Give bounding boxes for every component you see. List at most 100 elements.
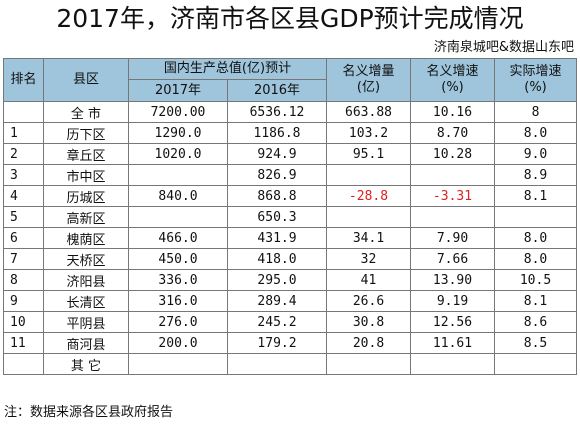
gdp-2016-cell: 245.2 <box>227 311 327 333</box>
table-row: 4 历城区 840.0 868.8 -28.8 -3.31 8.1 <box>3 185 577 207</box>
total-gdp-2017: 7200.00 <box>128 101 228 123</box>
nominal-increase-cell: 20.8 <box>326 332 411 354</box>
gdp-2016-cell: 924.9 <box>227 143 327 165</box>
real-rate-cell: 8.9 <box>494 164 577 186</box>
gdp-2017-cell: 276.0 <box>128 311 228 333</box>
footnote: 注：数据来源各区县政府报告 <box>4 405 174 420</box>
header-gdp-group: 国内生产总值(亿)预计 <box>128 58 327 80</box>
gdp-2016-cell: 418.0 <box>227 248 327 270</box>
header-rank: 排名 <box>3 58 44 102</box>
rank-cell: 4 <box>3 185 44 207</box>
district-cell: 商河县 <box>43 332 129 354</box>
nominal-rate-cell: -3.31 <box>410 185 495 207</box>
real-rate-cell: 8.0 <box>494 248 577 270</box>
real-rate-cell: 8.5 <box>494 332 577 354</box>
total-row: 全 市 7200.00 6536.12 663.88 10.16 8 <box>3 101 577 123</box>
nominal-increase-cell: 95.1 <box>326 143 411 165</box>
rank-cell: 2 <box>3 143 44 165</box>
rank-cell: 11 <box>3 332 44 354</box>
table-row: 9 长清区 316.0 289.4 26.6 9.19 8.1 <box>3 290 577 312</box>
rank-cell: 9 <box>3 290 44 312</box>
rank-cell: 6 <box>3 227 44 249</box>
district-cell: 章丘区 <box>43 143 129 165</box>
rank-cell: 7 <box>3 248 44 270</box>
empty-cell <box>3 353 44 375</box>
gdp-2017-cell: 200.0 <box>128 332 228 354</box>
gdp-2016-cell: 868.8 <box>227 185 327 207</box>
gdp-2017-cell: 840.0 <box>128 185 228 207</box>
district-cell: 槐荫区 <box>43 227 129 249</box>
gdp-2017-cell <box>128 164 228 186</box>
total-nominal-rate: 10.16 <box>410 101 495 123</box>
source-credit: 济南泉城吧&数据山东吧 <box>433 40 574 55</box>
gdp-2016-cell: 295.0 <box>227 269 327 291</box>
table-row: 11 商河县 200.0 179.2 20.8 11.61 8.5 <box>3 332 577 354</box>
gdp-2017-cell: 1020.0 <box>128 143 228 165</box>
nominal-increase-cell: 32 <box>326 248 411 270</box>
nominal-rate-cell: 8.70 <box>410 122 495 144</box>
gdp-2017-cell: 1290.0 <box>128 122 228 144</box>
nominal-increase-cell: 34.1 <box>326 227 411 249</box>
district-cell: 天桥区 <box>43 248 129 270</box>
gdp-2016-cell: 1186.8 <box>227 122 327 144</box>
nominal-increase-cell: 30.8 <box>326 311 411 333</box>
rank-cell: 10 <box>3 311 44 333</box>
page-title: 2017年，济南市各区县GDP预计完成情况 <box>56 4 524 33</box>
nominal-rate-cell: 11.61 <box>410 332 495 354</box>
nominal-rate-cell: 12.56 <box>410 311 495 333</box>
nominal-rate-cell: 10.28 <box>410 143 495 165</box>
empty-cell <box>227 353 327 375</box>
gdp-2016-cell: 289.4 <box>227 290 327 312</box>
gdp-2017-cell: 466.0 <box>128 227 228 249</box>
nominal-rate-cell <box>410 164 495 186</box>
gdp-2017-cell <box>128 206 228 228</box>
header-nominal-increase: 名义增量 (亿) <box>326 58 411 102</box>
empty-cell <box>410 353 495 375</box>
gdp-2017-cell: 450.0 <box>128 248 228 270</box>
other-row: 其 它 <box>3 353 577 375</box>
nominal-rate-cell: 7.90 <box>410 227 495 249</box>
nominal-increase-cell <box>326 164 411 186</box>
nominal-increase-cell: 41 <box>326 269 411 291</box>
rank-cell: 5 <box>3 206 44 228</box>
other-label: 其 它 <box>43 353 129 375</box>
real-rate-cell: 8.0 <box>494 122 577 144</box>
gdp-2017-cell: 336.0 <box>128 269 228 291</box>
nominal-increase-cell: -28.8 <box>326 185 411 207</box>
total-label: 全 市 <box>43 101 129 123</box>
district-cell: 平阴县 <box>43 311 129 333</box>
rank-cell: 1 <box>3 122 44 144</box>
nominal-increase-cell: 103.2 <box>326 122 411 144</box>
district-cell: 长清区 <box>43 290 129 312</box>
real-rate-cell <box>494 206 577 228</box>
real-rate-cell: 8.1 <box>494 185 577 207</box>
nominal-increase-cell: 26.6 <box>326 290 411 312</box>
real-rate-cell: 8.0 <box>494 227 577 249</box>
header-gdp-2016: 2016年 <box>227 79 327 102</box>
district-cell: 高新区 <box>43 206 129 228</box>
header-nominal-rate: 名义增速 (%) <box>410 58 495 102</box>
district-cell: 历下区 <box>43 122 129 144</box>
table-row: 7 天桥区 450.0 418.0 32 7.66 8.0 <box>3 248 577 270</box>
total-nominal-increase: 663.88 <box>326 101 411 123</box>
total-gdp-2016: 6536.12 <box>227 101 327 123</box>
gdp-2016-cell: 826.9 <box>227 164 327 186</box>
table-row: 1 历下区 1290.0 1186.8 103.2 8.70 8.0 <box>3 122 577 144</box>
district-cell: 历城区 <box>43 185 129 207</box>
nominal-rate-cell: 7.66 <box>410 248 495 270</box>
total-real-rate: 8 <box>494 101 577 123</box>
real-rate-cell: 9.0 <box>494 143 577 165</box>
header-gdp-2017: 2017年 <box>128 79 228 102</box>
gdp-2016-cell: 650.3 <box>227 206 327 228</box>
total-rank-cell <box>3 101 44 123</box>
table-row: 3 市中区 826.9 8.9 <box>3 164 577 186</box>
district-cell: 济阳县 <box>43 269 129 291</box>
header-real-rate: 实际增速 (%) <box>494 58 577 102</box>
gdp-2017-cell: 316.0 <box>128 290 228 312</box>
gdp-2016-cell: 431.9 <box>227 227 327 249</box>
header-district: 县区 <box>43 58 129 102</box>
table-row: 8 济阳县 336.0 295.0 41 13.90 10.5 <box>3 269 577 291</box>
empty-cell <box>494 353 577 375</box>
real-rate-cell: 10.5 <box>494 269 577 291</box>
gdp-2016-cell: 179.2 <box>227 332 327 354</box>
